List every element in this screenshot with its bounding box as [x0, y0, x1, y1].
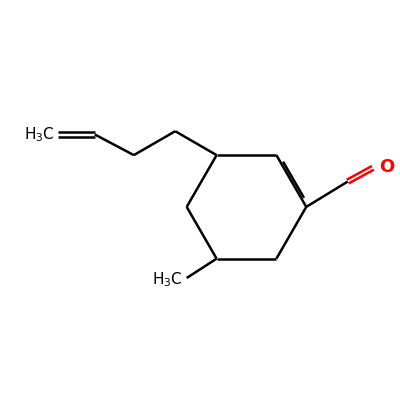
Text: H$_3$C: H$_3$C: [152, 270, 183, 289]
Text: O: O: [379, 158, 394, 176]
Text: H$_3$C: H$_3$C: [24, 125, 54, 144]
